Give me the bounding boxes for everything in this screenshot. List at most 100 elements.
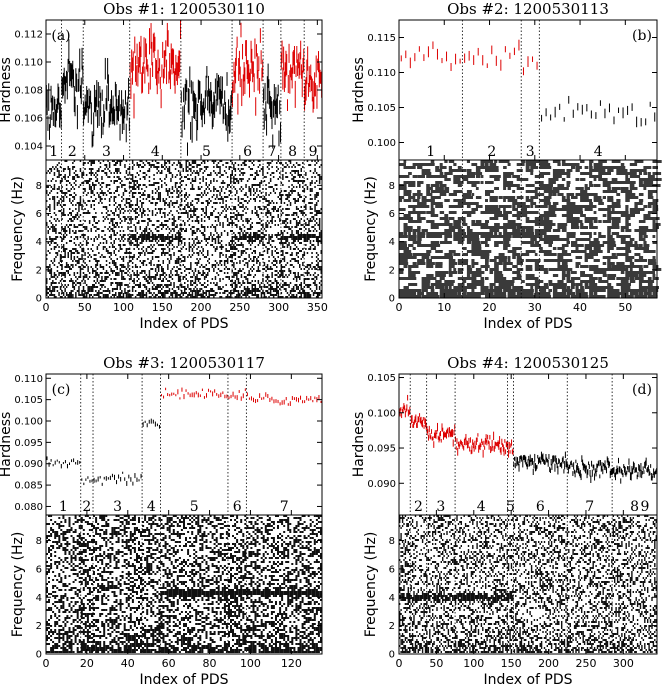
- segment-2-points: [464, 39, 520, 71]
- segment-4-points: [129, 20, 182, 119]
- xtick-label: 200: [538, 657, 559, 670]
- xtick-label: 0: [43, 301, 50, 314]
- xtick-label: 40: [121, 657, 135, 670]
- segment-4-points: [142, 418, 160, 429]
- segment-1-points: [45, 83, 62, 140]
- freq-ytick-label: 6: [36, 209, 42, 220]
- hardness-ytick-label: 0.095: [14, 438, 43, 449]
- segment-label: 4: [151, 144, 160, 160]
- hardness-axis-label: Hardness: [351, 57, 367, 123]
- frequency-axis-label: Frequency (Hz): [363, 176, 379, 282]
- hardness-ytick-label: 0.085: [14, 481, 43, 492]
- panel-title: Obs #1: 1200530110: [103, 0, 265, 18]
- segment-1-points: [46, 456, 81, 469]
- xtick-label: 150: [501, 657, 522, 670]
- panel-title: Obs #4: 1200530125: [447, 354, 609, 372]
- xtick-label: 300: [613, 657, 634, 670]
- segment-label: 1: [59, 499, 68, 515]
- segment-6-points: [231, 22, 264, 116]
- xtick-label: 100: [113, 301, 134, 314]
- xtick-label: 0: [396, 657, 403, 670]
- segment-label: 2: [487, 144, 496, 160]
- panel-id: (c): [52, 382, 71, 398]
- segment-7-points: [262, 63, 282, 149]
- segment-5-points: [161, 387, 228, 400]
- xtick-label: 250: [575, 657, 596, 670]
- segment-label: 5: [506, 499, 515, 515]
- freq-ytick-label: 0: [36, 294, 42, 305]
- hardness-frame: [398, 19, 658, 161]
- pds-frame: [398, 159, 658, 299]
- hardness-ytick-label: 0.105: [367, 103, 396, 114]
- segment-6-points: [228, 388, 246, 401]
- hardness-ytick-label: 0.110: [367, 68, 396, 79]
- freq-ytick-label: 0: [389, 294, 395, 305]
- panel-title: Obs #2: 1200530113: [447, 0, 609, 18]
- pds-image: [399, 515, 657, 654]
- hardness-axis-label: Hardness: [351, 412, 367, 478]
- hardness-ytick-label: 0.080: [14, 502, 43, 513]
- freq-ytick-label: 4: [389, 593, 395, 604]
- hardness-ytick-label: 0.090: [367, 479, 396, 490]
- segment-4-points: [541, 95, 656, 128]
- segment-label: 4: [147, 499, 156, 515]
- xtick-label: 50: [78, 301, 92, 314]
- freq-ytick-label: 6: [389, 564, 395, 575]
- panel-id: (d): [632, 382, 652, 398]
- segment-5-points: [507, 439, 514, 458]
- hardness-ytick-label: 0.100: [367, 408, 396, 419]
- hardness-points: [45, 20, 323, 156]
- freq-ytick-label: 2: [36, 265, 42, 276]
- segment-5-points: [180, 66, 233, 156]
- segment-label: 6: [536, 499, 545, 515]
- xtick-label: 30: [528, 301, 542, 314]
- frequency-axis-label: Frequency (Hz): [363, 532, 379, 638]
- segment-label: 4: [594, 144, 603, 160]
- xtick-label: 40: [573, 301, 587, 314]
- freq-ytick-label: 4: [389, 237, 395, 248]
- segment-label: 3: [526, 144, 535, 160]
- xtick-label: 300: [268, 301, 289, 314]
- hardness-ytick-label: 0.095: [367, 444, 396, 455]
- freq-ytick-label: 2: [389, 621, 395, 632]
- pds-speckle: [399, 160, 662, 298]
- segment-1-points: [400, 41, 461, 71]
- pds-image: [399, 160, 662, 298]
- segment-label: 9: [309, 144, 318, 160]
- pds-frame: [45, 514, 323, 655]
- freq-ytick-label: 6: [36, 564, 42, 575]
- segment-label: 9: [641, 499, 650, 515]
- segment-label: 7: [280, 499, 289, 515]
- panel-id: (b): [632, 28, 652, 44]
- segment-label: 3: [436, 499, 445, 515]
- segment-label: 1: [49, 144, 58, 160]
- xtick-label: 20: [80, 657, 94, 670]
- freq-ytick-label: 2: [36, 621, 42, 632]
- hardness-ytick-label: 0.108: [14, 86, 43, 97]
- segment-2-points: [81, 476, 93, 486]
- freq-ytick-label: 0: [36, 650, 42, 661]
- segment-4-points: [454, 431, 508, 458]
- freq-ytick-label: 4: [36, 237, 42, 248]
- xtick-label: 60: [162, 657, 176, 670]
- segment-label: 6: [233, 499, 242, 515]
- freq-ytick-label: 4: [36, 593, 42, 604]
- segment-label: 1: [426, 144, 435, 160]
- segment-label: 6: [243, 144, 252, 160]
- segment-7-points: [246, 392, 322, 406]
- xtick-label: 0: [43, 657, 50, 670]
- pds-speckle: [46, 515, 322, 653]
- x-axis-label: Index of PDS: [483, 672, 572, 688]
- hardness-ytick-label: 0.110: [14, 58, 43, 69]
- hardness-ytick-label: 0.090: [14, 459, 43, 470]
- pds-frame: [45, 159, 323, 299]
- pds-image: [46, 160, 322, 298]
- segment-label: 5: [202, 144, 211, 160]
- segment-3-points: [83, 57, 130, 148]
- xtick-label: 0: [396, 301, 403, 314]
- freq-ytick-label: 8: [389, 181, 395, 192]
- x-axis-label: Index of PDS: [483, 316, 572, 332]
- panel-title: Obs #3: 1200530117: [103, 354, 265, 372]
